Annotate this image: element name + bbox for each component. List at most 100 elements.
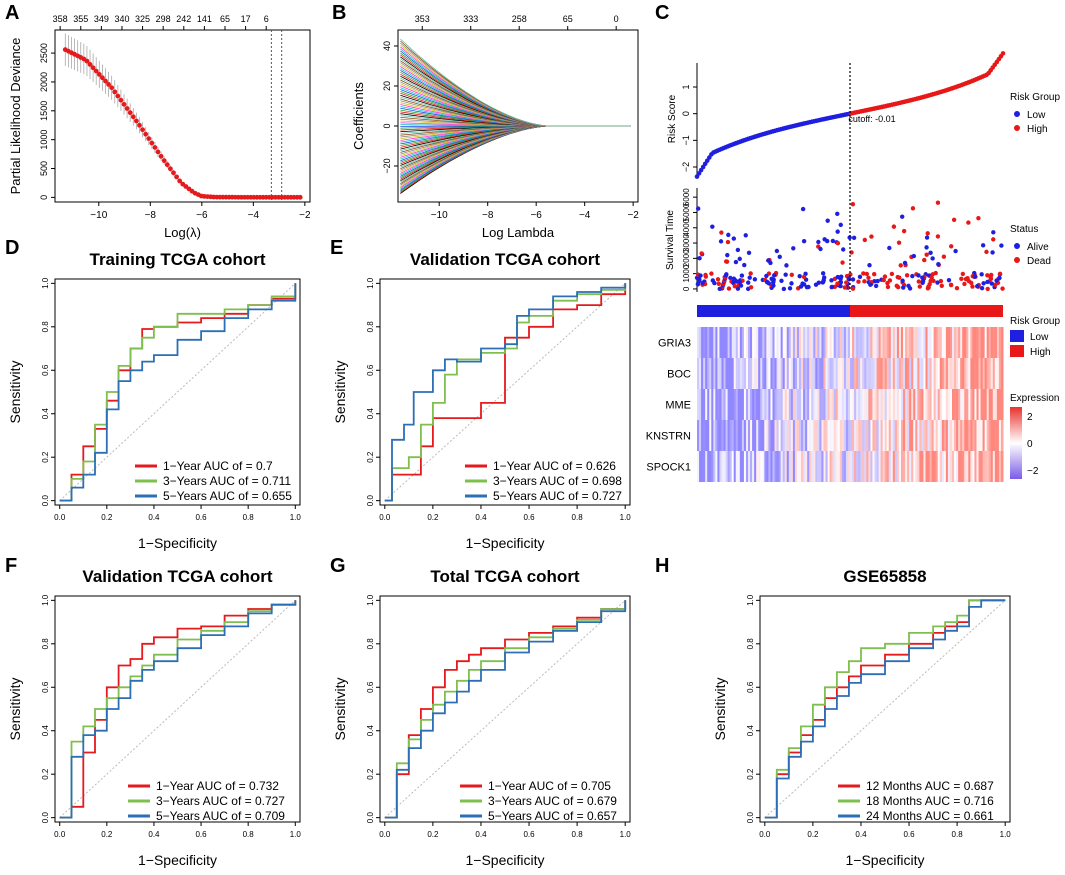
heatmap-cell [960,420,963,451]
heatmap-cell [817,451,820,482]
heatmap-cell [780,389,784,420]
heatmap-cell [878,451,882,482]
heatmap-cell [782,420,786,451]
heatmap-cell [968,358,971,389]
heatmap-cell [929,420,933,451]
heatmap-cell [874,358,878,389]
heatmap-cell [886,451,890,482]
heatmap-cell [858,358,861,389]
heatmap-cell [752,420,755,451]
heatmap-cell [758,327,761,358]
heatmap-cell [941,327,945,358]
deviance-point [84,58,90,64]
survival-point [911,253,917,259]
heatmap-cell [949,420,953,451]
heatmap-cell [752,389,755,420]
survival-point [798,284,804,289]
heatmap-cell [927,389,931,420]
heatmap-cell [880,327,884,358]
heatmap-cell [841,389,845,420]
heatmap-cell [697,420,700,451]
top-tick-label: 242 [176,14,191,24]
heatmap-cell [731,358,735,389]
heatmap-cell [827,389,831,420]
heatmap-cell [882,420,886,451]
survival-point [850,286,856,291]
heatmap-cell [923,327,926,358]
x-tick-label: −6 [196,210,208,221]
heatmap-cell [745,451,749,482]
heatmap-cell [998,451,1002,482]
heatmap-cell [931,451,935,482]
heatmap-cell [778,420,782,451]
heatmap-cell [733,420,737,451]
heatmap-cell [964,420,967,451]
heatmap-cell [831,358,835,389]
heatmap-cell [952,389,955,420]
heatmap-cell [723,358,727,389]
heatmap-cell [962,358,965,389]
heatmap-cell [978,420,982,451]
heatmap-cell [939,327,943,358]
heatmap-cell [854,389,857,420]
chart-title: Validation TCGA cohort [410,250,600,269]
heatmap-cell [880,420,884,451]
legend-label: 3−Years AUC of = 0.711 [163,474,291,488]
heatmap-cell [711,451,714,482]
heatmap-cell [772,358,776,389]
heatmap-cell [970,451,973,482]
heatmap-cell [796,389,800,420]
heatmap-cell [929,327,933,358]
heatmap-cell [737,451,741,482]
risk-bar-high [850,305,1003,317]
survival-point [885,284,891,290]
heatmap-cell [794,451,798,482]
survival-point [789,281,794,286]
panel-label-d: D [5,237,20,259]
heatmap-cell [727,327,731,358]
heatmap-cell [915,327,918,358]
heatmap-cell [923,389,926,420]
heatmap-cell [923,358,926,389]
heatmap-cell [707,420,710,451]
y-tick-label: 1000 [39,130,49,150]
heatmap-cell [737,420,741,451]
deviance-point [99,75,105,81]
heatmap-cell [968,327,971,358]
heatmap-cell [799,358,802,389]
diagonal-reference [59,282,296,502]
heatmap-cell [984,358,988,389]
survival-point [938,278,944,284]
heatmap-cell [809,358,812,389]
heatmap-cell [745,358,749,389]
heatmap-cell [729,327,733,358]
heatmap-cell [990,358,994,389]
heatmap-cell [892,327,896,358]
heatmap-cell [890,451,894,482]
survival-point [930,272,935,277]
heatmap-cell [719,451,722,482]
heatmap-cell [921,451,924,482]
survival-point [801,282,807,287]
heatmap-cell [1000,389,1004,420]
survival-point [935,234,941,239]
heatmap-cell [707,389,710,420]
heatmap-cell [805,358,808,389]
heatmap-cell [852,389,855,420]
heatmap-cell [796,327,800,358]
heatmap-cell [901,358,904,389]
heatmap-cell [911,327,914,358]
heatmap-cell [766,451,769,482]
x-tick-label: −8 [482,210,494,221]
survival-point [951,217,957,223]
heatmap-cell [762,327,765,358]
heatmap-cell [886,389,890,420]
survival-point [746,280,751,285]
heatmap-cell [990,389,994,420]
heatmap-cell [754,327,757,358]
heatmap-cell [764,358,767,389]
heatmap-cell [727,451,731,482]
heatmap-cell [880,389,884,420]
heatmap-cell [790,327,794,358]
x-tick-label: −10 [431,210,448,221]
